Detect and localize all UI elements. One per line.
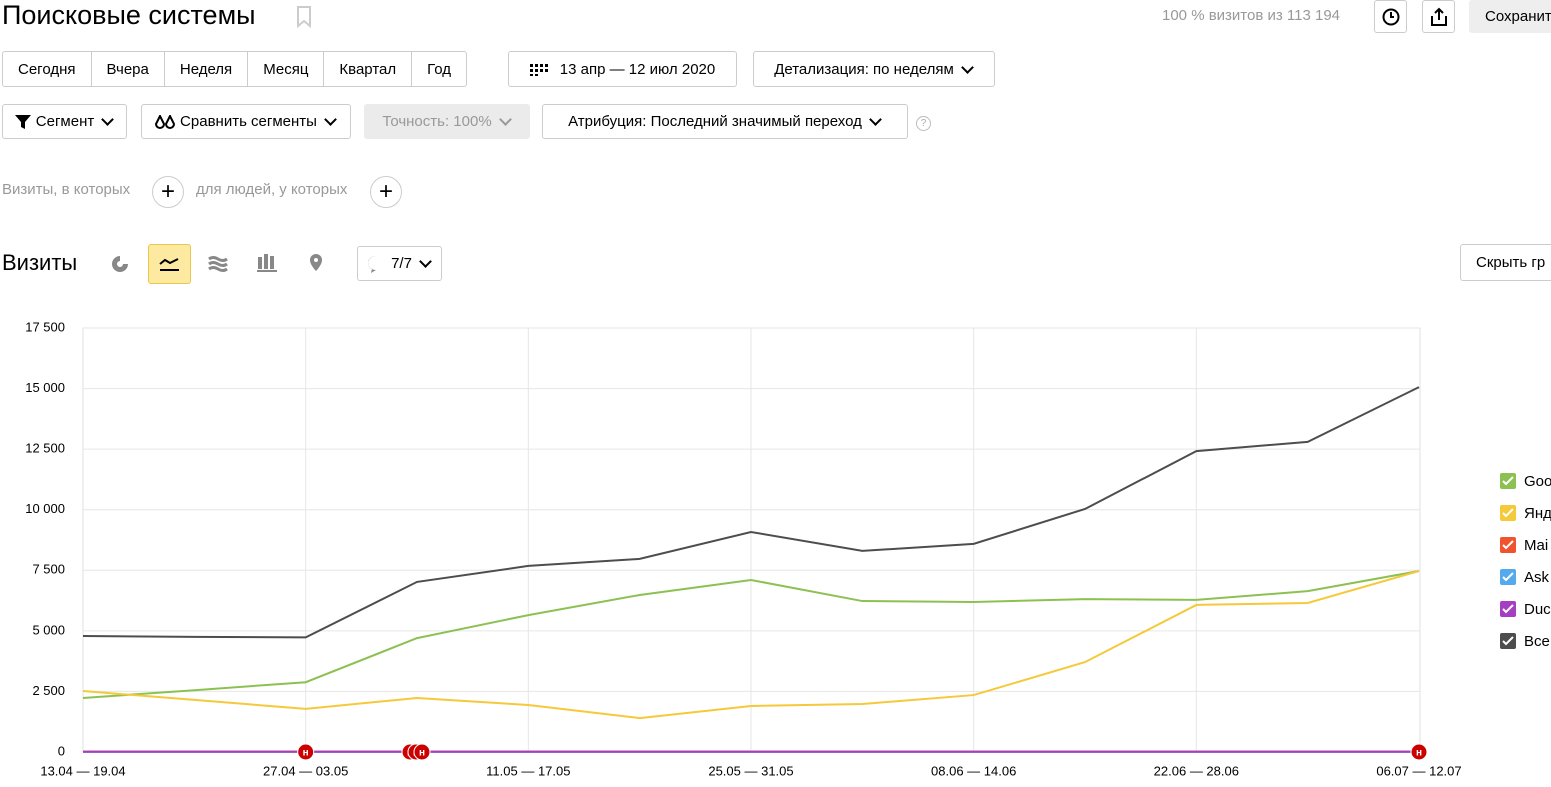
check-icon (1502, 604, 1514, 614)
annotation-text: н (1416, 748, 1422, 759)
legend-checkbox[interactable] (1500, 473, 1516, 489)
period-button[interactable]: Квартал (324, 52, 413, 86)
y-tick-label: 17 500 (25, 319, 65, 334)
period-button[interactable]: Год (427, 60, 452, 78)
period-button[interactable]: Месяц (248, 52, 325, 86)
compare-button[interactable]: Сравнить сегменты (141, 104, 351, 139)
check-icon (1502, 476, 1514, 486)
bar-view-icon[interactable] (257, 253, 277, 273)
detail-button[interactable]: Детализация: по неделям (753, 51, 995, 87)
legend-label: Все (1524, 632, 1550, 650)
legend: Goo Янд Mai Ask Duc Все (1500, 465, 1551, 657)
annotation-text: н (303, 748, 309, 759)
legend-label: Goo (1524, 472, 1551, 490)
x-tick-label: 22.06 — 28.06 (1154, 763, 1239, 778)
segment-button[interactable]: Сегмент (2, 104, 127, 139)
period-group: Сегодня Вчера Неделя Месяц Квартал Год (2, 51, 468, 87)
visits-condition: Визиты, в которых (2, 181, 131, 198)
compare-label: Сравнить сегменты (180, 113, 317, 130)
attribution-label: Атрибуция: Последний значимый переход (568, 113, 862, 130)
x-tick-label: 11.05 — 17.05 (486, 763, 570, 778)
legend-checkbox[interactable] (1500, 569, 1516, 585)
hide-chart-button[interactable]: Скрыть гр (1460, 244, 1551, 281)
series-line (82, 570, 1420, 720)
line-view-button[interactable] (148, 244, 191, 284)
bookmark-icon[interactable] (296, 6, 312, 28)
annotation-marker[interactable]: н (413, 743, 431, 761)
legend-item[interactable]: Goo (1500, 465, 1551, 497)
x-tick-label: 27.04 — 03.05 (263, 763, 348, 778)
notes-count: 7/7 (391, 255, 412, 272)
x-tick-label: 13.04 — 19.04 (40, 763, 125, 778)
annotation-dot (297, 743, 315, 761)
attribution-button[interactable]: Атрибуция: Последний значимый переход (542, 104, 908, 139)
legend-label: Duc (1524, 600, 1551, 618)
legend-checkbox[interactable] (1500, 537, 1516, 553)
detail-label: Детализация: по неделям (774, 60, 954, 78)
legend-label: Mai (1524, 536, 1549, 554)
map-view-icon[interactable] (306, 253, 326, 275)
period-button[interactable]: Вчера (92, 52, 165, 86)
legend-checkbox[interactable] (1500, 633, 1516, 649)
check-icon (1502, 636, 1514, 646)
save-button[interactable]: Сохранит (1469, 0, 1551, 33)
accuracy-button[interactable]: Точность: 100% (364, 104, 530, 139)
chart-title: Визиты (2, 250, 78, 275)
export-button[interactable] (1422, 0, 1455, 33)
date-range-button[interactable]: 13 апр — 12 июл 2020 (508, 51, 737, 87)
visits-stats: 100 % визитов из 113 194 (1162, 7, 1341, 24)
y-tick-label: 12 500 (25, 441, 65, 456)
segment-label: Сегмент (35, 113, 95, 130)
legend-item[interactable]: Ask (1500, 561, 1551, 593)
y-tick-label: 15 000 (25, 380, 65, 395)
check-icon (1502, 540, 1514, 550)
check-icon (1502, 572, 1514, 582)
legend-item[interactable]: Все (1500, 625, 1551, 657)
y-tick-label: 7 500 (32, 562, 65, 577)
x-tick-label: 08.06 — 14.06 (931, 763, 1016, 778)
legend-label: Янд (1524, 504, 1551, 522)
check-icon (1502, 508, 1514, 518)
legend-checkbox[interactable] (1500, 505, 1516, 521)
period-button[interactable]: Сегодня (3, 52, 92, 86)
pie-view-icon[interactable] (110, 254, 130, 274)
annotation-dot (1410, 743, 1428, 761)
x-tick-label: 25.05 — 31.05 (708, 763, 793, 778)
history-button[interactable] (1374, 0, 1407, 33)
y-tick-label: 5 000 (32, 622, 65, 637)
x-tick-label: 06.07 — 12.07 (1376, 763, 1461, 778)
annotation-dot (413, 743, 431, 761)
accuracy-label: Точность: 100% (382, 113, 492, 130)
series-line (82, 570, 1420, 699)
y-tick-label: 0 (58, 743, 65, 758)
legend-item[interactable]: Янд (1500, 497, 1551, 529)
notes-button[interactable]: 7/7 (357, 246, 442, 281)
add-visit-condition[interactable]: + (152, 176, 184, 208)
series-line (82, 386, 1420, 639)
legend-label: Ask (1524, 568, 1550, 586)
y-tick-label: 10 000 (25, 501, 65, 516)
legend-item[interactable]: Duc (1500, 593, 1551, 625)
y-tick-label: 2 500 (32, 683, 65, 698)
period-button[interactable]: Неделя (165, 52, 249, 86)
people-condition: для людей, у которых (196, 181, 348, 198)
legend-item[interactable]: Mai (1500, 529, 1551, 561)
area-view-icon[interactable] (208, 254, 228, 274)
legend-checkbox[interactable] (1500, 601, 1516, 617)
page-title: Поисковые системы (2, 0, 256, 30)
annotation-marker[interactable]: н (1410, 743, 1428, 761)
annotation-text: н (419, 748, 425, 759)
help-icon[interactable]: ? (916, 116, 931, 131)
annotation-marker[interactable]: н (297, 743, 315, 761)
date-range: 13 апр — 12 июл 2020 (559, 60, 716, 78)
add-people-condition[interactable]: + (370, 176, 402, 208)
